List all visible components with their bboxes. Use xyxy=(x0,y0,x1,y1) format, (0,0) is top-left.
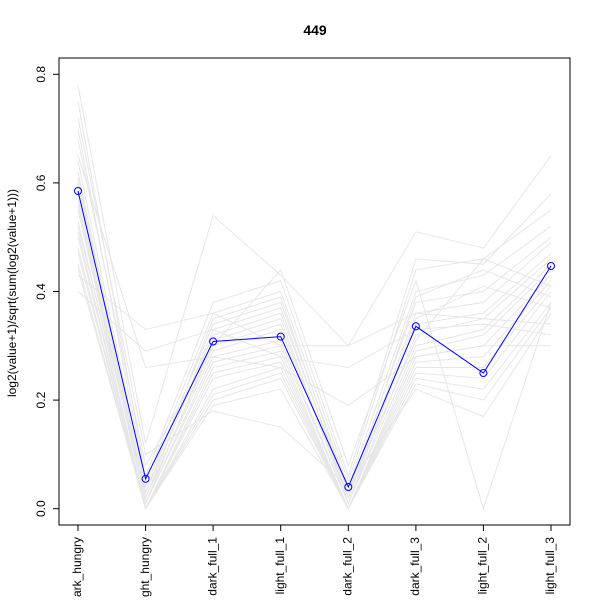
x-tick-label: ght_hungry xyxy=(138,537,152,597)
background-series-line-7 xyxy=(77,193,552,500)
x-tick-label: dark_full_1 xyxy=(205,537,219,596)
background-series-line-3 xyxy=(77,128,552,484)
y-tick-label: 0.2 xyxy=(34,391,48,408)
x-tick-label: dark_full_2 xyxy=(340,537,354,596)
highlight-point-light_full_2 xyxy=(479,369,488,377)
highlight-point-light_full_3 xyxy=(547,262,555,270)
y-tick-label: 0.8 xyxy=(34,66,48,83)
chart-title: 449 xyxy=(303,22,327,38)
background-series-line-20 xyxy=(77,139,552,511)
background-series-line-23 xyxy=(77,177,552,500)
highlight-point-dark_full_2 xyxy=(344,483,353,491)
background-series-line-2 xyxy=(77,101,552,478)
y-tick-label: 0.4 xyxy=(34,283,48,300)
highlight-point-light_hungry xyxy=(141,474,150,483)
x-axis: ark_hungry ght_hungry dark_full_1 light_ful… xyxy=(70,525,557,597)
x-tick-label: ark_hungry xyxy=(70,537,84,597)
highlight-point-dark_full_3 xyxy=(411,322,420,331)
y-tick-label: 0.0 xyxy=(34,500,48,517)
y-axis: 0.0 0.2 0.4 0.6 0.8 xyxy=(34,66,59,517)
highlight-point-dark_hungry xyxy=(74,187,82,195)
y-tick-label: 0.6 xyxy=(34,174,48,191)
background-series-line-6 xyxy=(77,182,552,500)
background-series-line-1 xyxy=(77,85,552,444)
highlight-point-light_full_1 xyxy=(276,332,285,341)
highlight-series-line xyxy=(77,190,552,489)
y-axis-label: log2(value+1)/sqrt(sum(log2(value+1))) xyxy=(5,189,19,397)
highlight-series-group xyxy=(74,187,555,491)
background-series-line-9 xyxy=(77,209,552,505)
x-tick-label: light_full_1 xyxy=(273,537,287,595)
background-series-line-12 xyxy=(77,237,552,511)
x-tick-label: dark_full_3 xyxy=(408,537,422,596)
highlight-point-dark_full_1 xyxy=(209,337,218,346)
background-series-line-22 xyxy=(77,226,552,495)
x-tick-label: light_full_3 xyxy=(543,537,557,595)
x-tick-label: light_full_2 xyxy=(476,537,490,595)
background-series-line-17 xyxy=(77,274,552,347)
background-series-line-19 xyxy=(77,155,551,407)
background-series-line-21 xyxy=(77,117,552,488)
background-series-group xyxy=(77,85,552,511)
background-series-line-16 xyxy=(77,269,552,510)
background-series-line-18 xyxy=(77,291,552,369)
